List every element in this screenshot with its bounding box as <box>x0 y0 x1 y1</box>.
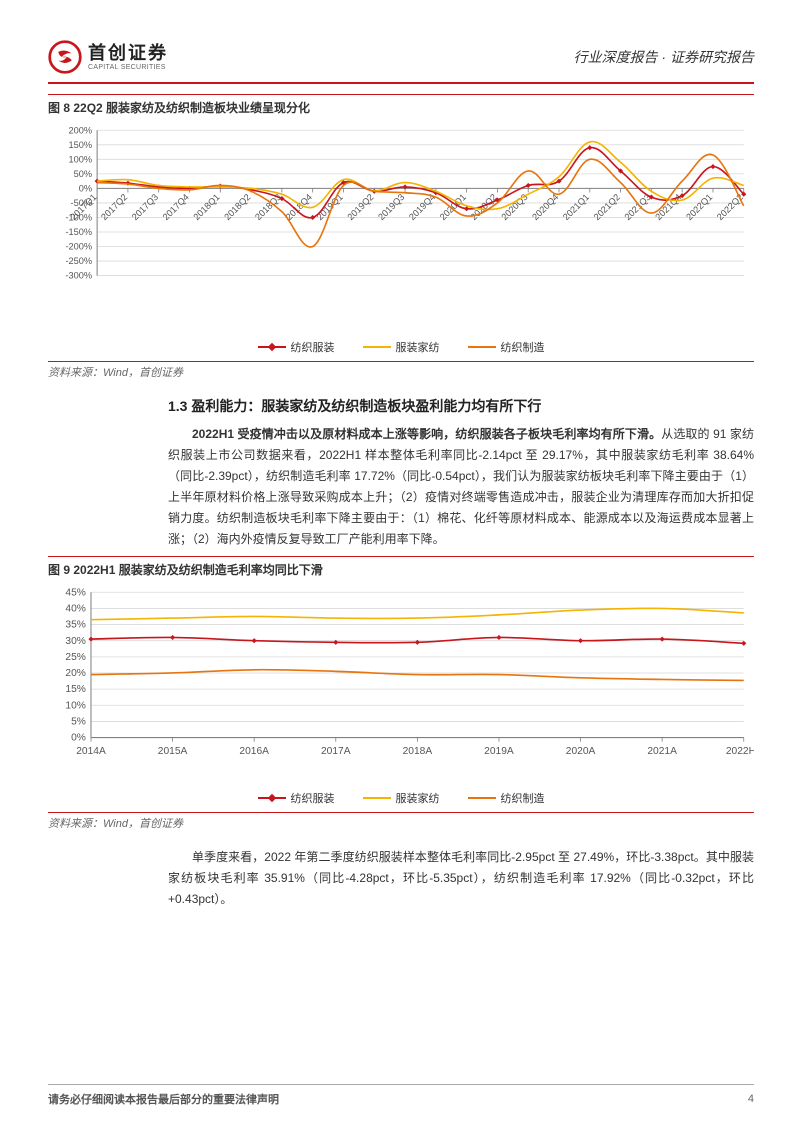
svg-text:-200%: -200% <box>65 242 92 252</box>
svg-text:50%: 50% <box>74 169 92 179</box>
svg-text:2016A: 2016A <box>239 746 269 757</box>
section-heading: 1.3 盈利能力：服装家纺及纺织制造板块盈利能力均有所下行 <box>168 396 754 416</box>
svg-text:30%: 30% <box>65 636 85 647</box>
svg-text:2022H1: 2022H1 <box>726 746 754 757</box>
paragraph-1: 2022H1 受疫情冲击以及原材料成本上涨等影响，纺织服装各子板块毛利率均有所下… <box>168 424 754 550</box>
svg-text:100%: 100% <box>69 154 93 164</box>
svg-text:15%: 15% <box>65 684 85 695</box>
svg-text:150%: 150% <box>69 140 93 150</box>
svg-text:2019A: 2019A <box>484 746 514 757</box>
legend-item: 纺织服装 <box>258 790 335 806</box>
figure8-title: 图 8 22Q2 服装家纺及纺织制造板块业绩呈现分化 <box>48 94 754 116</box>
paragraph-2: 单季度来看，2022 年第二季度纺织服装样本整体毛利率同比-2.95pct 至 … <box>168 847 754 910</box>
svg-text:2018A: 2018A <box>403 746 433 757</box>
svg-text:35%: 35% <box>65 619 85 630</box>
svg-text:-250%: -250% <box>65 256 92 266</box>
svg-text:0%: 0% <box>71 732 86 743</box>
figure9-source: 资料来源：Wind，首创证券 <box>48 815 754 831</box>
logo-cn: 首创证券 <box>88 44 168 62</box>
svg-text:2015A: 2015A <box>158 746 188 757</box>
header-title: 行业深度报告 · 证券研究报告 <box>574 47 754 67</box>
page-number: 4 <box>748 1093 754 1105</box>
page-footer: 请务必仔细阅读本报告最后部分的重要法律声明 4 <box>48 1084 754 1107</box>
figure8-source: 资料来源：Wind，首创证券 <box>48 364 754 380</box>
paragraph-1-bold: 2022H1 受疫情冲击以及原材料成本上涨等影响，纺织服装各子板块毛利率均有所下… <box>192 427 661 441</box>
svg-text:-150%: -150% <box>65 227 92 237</box>
figure8-legend: 纺织服装 服装家纺 纺织制造 <box>48 333 754 359</box>
svg-text:40%: 40% <box>65 603 85 614</box>
paragraph-1-rest: 从选取的 91 家纺织服装上市公司数据来看，2022H1 样本整体毛利率同比-2… <box>168 427 754 546</box>
page-header: 首创证券 CAPITAL SECURITIES 行业深度报告 · 证券研究报告 <box>48 40 754 84</box>
figure9-chart: 0% 5% 10% 15% 20% 25% 30% 35% 40% 45% 2014A 2015A 20… <box>48 580 754 785</box>
legend-item: 纺织制造 <box>468 339 545 355</box>
figure9: 0% 5% 10% 15% 20% 25% 30% 35% 40% 45% 2014A 2015A 20… <box>48 580 754 814</box>
figure8-chart: -300%-250%-200%-150%-100%-50%0%50%100%15… <box>48 118 754 333</box>
logo-en: CAPITAL SECURITIES <box>88 64 168 71</box>
legend-item: 服装家纺 <box>363 790 440 806</box>
legend-item: 服装家纺 <box>363 339 440 355</box>
svg-text:20%: 20% <box>65 668 85 679</box>
svg-text:2014A: 2014A <box>76 746 106 757</box>
svg-text:-300%: -300% <box>65 271 92 281</box>
figure8: -300%-250%-200%-150%-100%-50%0%50%100%15… <box>48 118 754 362</box>
figure9-legend: 纺织服装 服装家纺 纺织制造 <box>48 784 754 810</box>
logo-icon <box>48 40 82 74</box>
svg-text:2020A: 2020A <box>566 746 596 757</box>
svg-text:25%: 25% <box>65 652 85 663</box>
logo: 首创证券 CAPITAL SECURITIES <box>48 40 168 74</box>
legend-item: 纺织服装 <box>258 339 335 355</box>
figure9-title: 图 9 2022H1 服装家纺及纺织制造毛利率均同比下滑 <box>48 556 754 578</box>
svg-text:45%: 45% <box>65 587 85 598</box>
svg-text:2021A: 2021A <box>647 746 677 757</box>
svg-text:2017A: 2017A <box>321 746 351 757</box>
svg-text:5%: 5% <box>71 716 86 727</box>
legend-item: 纺织制造 <box>468 790 545 806</box>
svg-text:200%: 200% <box>69 125 93 135</box>
svg-text:10%: 10% <box>65 700 85 711</box>
footer-text: 请务必仔细阅读本报告最后部分的重要法律声明 <box>48 1091 279 1107</box>
